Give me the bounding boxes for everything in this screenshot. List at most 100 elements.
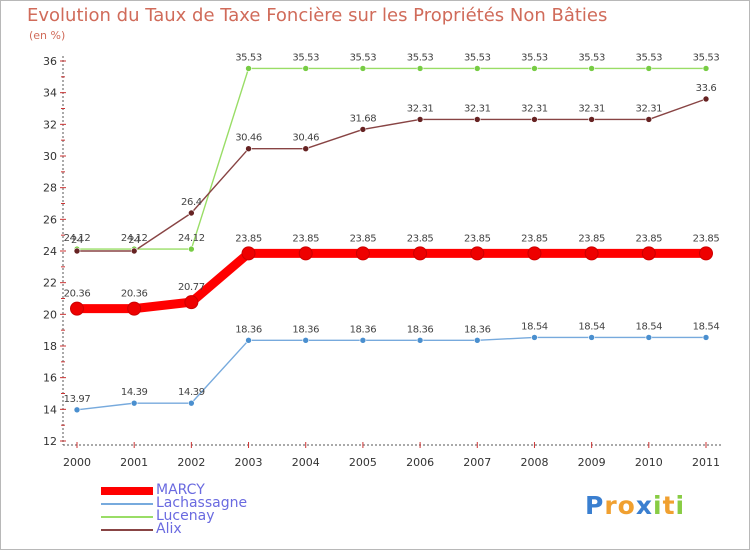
data-label-marcy: 23.85 — [635, 233, 662, 244]
y-tick-label: 22 — [43, 277, 57, 290]
series-line-marcy — [72, 248, 711, 314]
data-point-alix — [645, 116, 653, 123]
data-point-lachassagne — [302, 336, 310, 344]
x-tick-label: 2005 — [349, 456, 377, 469]
data-point-marcy — [184, 295, 199, 310]
legend-label: Lucenay — [156, 508, 215, 524]
legend-swatch — [101, 515, 153, 518]
data-label-lucenay: 35.53 — [693, 52, 720, 63]
data-label-alix: 24 — [71, 235, 83, 246]
data-label-marcy: 23.85 — [350, 233, 377, 244]
data-point-lucenay — [531, 65, 538, 72]
y-tick-label: 14 — [43, 403, 57, 416]
data-point-marcy — [127, 301, 142, 316]
data-label-marcy: 23.85 — [693, 233, 720, 244]
data-label-alix: 24 — [128, 235, 140, 246]
data-point-lucenay — [302, 65, 310, 72]
legend-item-lachassagne: Lachassagne — [101, 496, 247, 510]
data-point-lucenay — [188, 245, 195, 253]
data-point-lachassagne — [245, 336, 252, 344]
data-point-marcy — [241, 246, 256, 261]
data-label-lucenay: 35.53 — [350, 52, 377, 63]
legend-swatch — [101, 528, 153, 531]
data-point-marcy — [641, 246, 656, 261]
proxiti-logo: Proxiti — [585, 491, 685, 520]
logo-letter: o — [617, 491, 636, 520]
x-tick-label: 2011 — [692, 456, 720, 469]
logo-letter: i — [653, 491, 663, 520]
chart-title: Evolution du Taux de Taxe Foncière sur l… — [27, 5, 608, 26]
data-label-lachassagne: 18.36 — [292, 324, 319, 335]
data-label-lucenay: 35.53 — [464, 52, 491, 63]
data-point-lachassagne — [702, 334, 710, 341]
data-label-lachassagne: 18.36 — [235, 324, 262, 335]
series-points — [70, 65, 713, 414]
data-label-marcy: 23.85 — [292, 233, 319, 244]
data-label-marcy: 23.85 — [578, 233, 605, 244]
y-tick-label: 18 — [43, 340, 57, 353]
data-label-alix: 30.46 — [235, 133, 262, 144]
y-tick-label: 26 — [43, 213, 57, 226]
data-point-lucenay — [473, 65, 481, 72]
data-label-alix: 33.6 — [696, 83, 717, 94]
data-point-alix — [359, 126, 367, 133]
data-label-lachassagne: 18.54 — [578, 321, 605, 332]
logo-letter: t — [662, 491, 676, 520]
logo-letter: i — [675, 491, 686, 520]
data-label-lachassagne: 14.39 — [178, 387, 205, 398]
logo-letter: P — [585, 491, 605, 520]
data-label-marcy: 23.85 — [464, 233, 491, 244]
data-point-marcy — [584, 246, 599, 261]
y-axis-unit: (en %) — [29, 29, 66, 42]
legend: MARCY Lachassagne Lucenay Alix — [101, 483, 247, 537]
data-point-lucenay — [416, 65, 424, 72]
y-tick-label: 28 — [43, 182, 57, 195]
data-point-lucenay — [702, 65, 710, 72]
data-point-lachassagne — [473, 336, 481, 344]
x-tick-label: 2000 — [63, 456, 91, 469]
data-label-marcy: 23.85 — [521, 233, 548, 244]
y-tick-label: 30 — [43, 150, 57, 163]
data-point-lachassagne — [588, 334, 595, 341]
data-point-alix — [473, 116, 481, 123]
x-tick-label: 2006 — [406, 456, 434, 469]
y-tick-label: 36 — [43, 55, 57, 68]
y-tick-label: 24 — [43, 245, 57, 258]
data-point-lucenay — [245, 65, 252, 72]
data-point-alix — [531, 116, 538, 123]
data-label-alix: 32.31 — [464, 103, 491, 114]
data-label-lucenay: 35.53 — [521, 52, 548, 63]
data-label-lachassagne: 18.54 — [521, 321, 548, 332]
data-point-lucenay — [359, 65, 367, 72]
data-label-lucenay: 35.53 — [578, 52, 605, 63]
y-tick-label: 34 — [43, 87, 57, 100]
x-tick-label: 2008 — [520, 456, 548, 469]
y-tick-label: 12 — [43, 435, 57, 448]
data-point-alix — [188, 209, 195, 217]
data-label-lucenay: 35.53 — [235, 52, 262, 63]
logo-letter: r — [604, 491, 618, 520]
legend-item-marcy: MARCY — [101, 483, 247, 497]
data-label-lucenay: 24.12 — [178, 233, 205, 244]
data-point-marcy — [355, 246, 370, 261]
data-label-lachassagne: 18.36 — [350, 324, 377, 335]
data-point-alix — [73, 247, 81, 255]
data-label-lachassagne: 18.54 — [693, 321, 720, 332]
data-label-alix: 32.31 — [407, 103, 434, 114]
data-point-lucenay — [588, 65, 595, 72]
series-line-lachassagne — [76, 336, 707, 411]
data-point-lachassagne — [188, 399, 195, 407]
x-tick-label: 2004 — [292, 456, 320, 469]
legend-swatch — [101, 502, 153, 505]
logo-letter: x — [635, 491, 653, 520]
data-label-lachassagne: 18.36 — [464, 324, 491, 335]
data-label-lucenay: 24.12 — [64, 233, 91, 244]
data-point-alix — [130, 247, 138, 255]
data-point-lachassagne — [359, 336, 367, 344]
series-line-lucenay — [76, 67, 707, 250]
x-tick-label: 2003 — [235, 456, 263, 469]
data-label-lachassagne: 14.39 — [121, 387, 148, 398]
data-point-marcy — [298, 246, 313, 261]
legend-label: Alix — [156, 521, 182, 537]
